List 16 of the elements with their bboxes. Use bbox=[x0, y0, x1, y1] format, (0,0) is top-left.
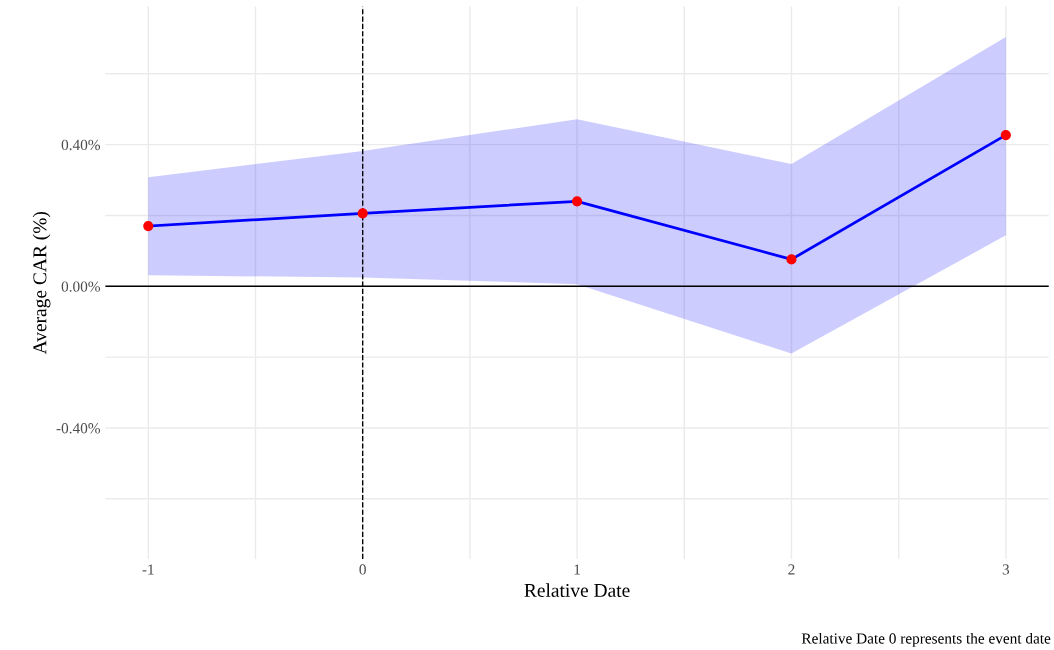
point bbox=[786, 254, 797, 265]
x-axis-title: Relative Date bbox=[524, 583, 630, 597]
point bbox=[143, 220, 154, 232]
point bbox=[571, 196, 583, 207]
y-tick-label: 0.00% bbox=[61, 281, 101, 292]
point bbox=[357, 208, 368, 219]
x-tick-label: 0 bbox=[359, 564, 366, 575]
y-axis-title: Average CAR (%) bbox=[32, 211, 51, 355]
x-tick-label: 1 bbox=[574, 564, 580, 575]
y-tick-label: 0.40% bbox=[61, 139, 101, 151]
point bbox=[1000, 129, 1011, 141]
y-tick-label: -0.40% bbox=[56, 423, 101, 434]
x-tick-label: 3 bbox=[1002, 564, 1010, 575]
x-tick-label: 2 bbox=[788, 564, 795, 575]
x-tick-label: -1 bbox=[142, 564, 154, 575]
text: Relative Date 0 represents the event date bbox=[801, 632, 1051, 647]
